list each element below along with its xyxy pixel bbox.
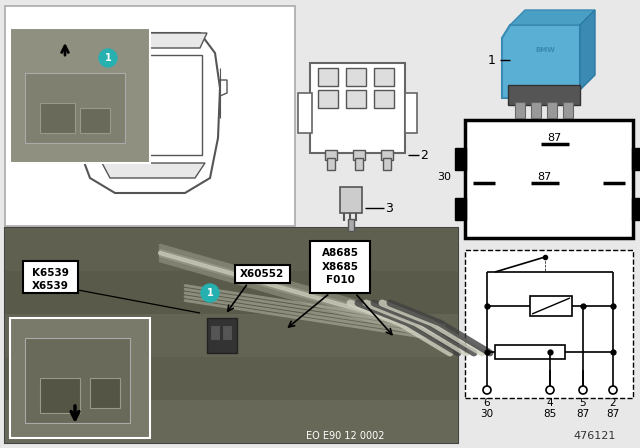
Text: 1: 1	[488, 53, 496, 66]
Polygon shape	[102, 163, 205, 178]
Bar	[298, 93, 312, 133]
Bar	[5, 357, 458, 400]
PathPatch shape	[72, 33, 220, 193]
Bar	[455, 148, 466, 170]
Polygon shape	[100, 33, 207, 48]
Bar	[25, 338, 130, 423]
Text: 6: 6	[484, 398, 490, 408]
Circle shape	[483, 386, 491, 394]
Text: K6539: K6539	[31, 268, 68, 278]
Polygon shape	[65, 80, 72, 96]
Circle shape	[68, 90, 74, 96]
Text: 1: 1	[104, 53, 111, 63]
Text: 5: 5	[580, 398, 586, 408]
Bar	[465, 250, 633, 398]
Bar	[10, 318, 150, 438]
Bar	[455, 198, 466, 220]
Bar	[210, 325, 220, 340]
Bar	[90, 378, 120, 408]
Bar	[405, 93, 417, 133]
Bar	[531, 102, 541, 118]
Text: 87: 87	[606, 409, 620, 419]
Polygon shape	[510, 10, 595, 25]
Bar	[5, 228, 458, 443]
Text: X60552: X60552	[240, 269, 284, 279]
Text: 476121: 476121	[574, 431, 616, 441]
Bar	[465, 120, 633, 238]
Polygon shape	[580, 10, 595, 90]
Bar	[508, 85, 580, 105]
Bar	[207, 318, 237, 353]
Bar	[340, 187, 362, 213]
Bar	[355, 158, 363, 170]
Bar	[235, 265, 290, 283]
Text: 87: 87	[537, 172, 551, 182]
Text: A8685: A8685	[321, 248, 358, 258]
Bar	[5, 314, 458, 357]
Bar	[40, 103, 75, 133]
Text: 30: 30	[437, 172, 451, 182]
Bar	[563, 102, 573, 118]
Text: 87: 87	[577, 409, 589, 419]
Bar	[327, 158, 335, 170]
Circle shape	[99, 49, 117, 67]
Bar	[547, 102, 557, 118]
Circle shape	[579, 386, 587, 394]
Bar	[348, 219, 354, 231]
Bar	[40, 378, 80, 413]
Bar	[23, 261, 78, 293]
Text: X8685: X8685	[321, 262, 358, 272]
Text: 4: 4	[547, 398, 554, 408]
Bar	[310, 63, 405, 153]
Text: EO E90 12 0002: EO E90 12 0002	[306, 431, 384, 441]
Bar	[381, 150, 393, 160]
Text: BMW: BMW	[535, 47, 555, 53]
Bar	[374, 68, 394, 86]
Text: 2: 2	[610, 398, 616, 408]
Bar	[325, 150, 337, 160]
Bar	[530, 296, 572, 316]
Text: 2: 2	[420, 148, 428, 161]
Bar	[5, 400, 458, 443]
Bar	[5, 6, 295, 226]
Bar	[10, 28, 150, 163]
Bar	[318, 90, 338, 108]
Bar	[80, 108, 110, 133]
Text: 3: 3	[385, 202, 393, 215]
Circle shape	[201, 284, 219, 302]
Text: F010: F010	[326, 275, 355, 285]
Bar	[346, 68, 366, 86]
Text: 87: 87	[547, 133, 561, 143]
Bar	[632, 148, 640, 170]
Text: 30: 30	[481, 409, 493, 419]
Polygon shape	[220, 80, 227, 96]
Bar	[346, 90, 366, 108]
Bar	[515, 102, 525, 118]
Text: X6539: X6539	[31, 281, 68, 291]
Bar	[632, 198, 640, 220]
Text: 85: 85	[543, 409, 557, 419]
Polygon shape	[502, 25, 580, 98]
Bar	[5, 271, 458, 314]
Bar	[383, 158, 391, 170]
Bar	[25, 73, 125, 143]
Bar	[374, 90, 394, 108]
Circle shape	[546, 386, 554, 394]
Bar	[318, 68, 338, 86]
Bar	[110, 55, 202, 155]
Bar	[5, 228, 458, 271]
Bar	[495, 345, 565, 359]
Bar	[222, 325, 232, 340]
Bar	[310, 241, 370, 293]
Text: 1: 1	[207, 288, 213, 298]
Bar	[353, 150, 365, 160]
Circle shape	[609, 386, 617, 394]
